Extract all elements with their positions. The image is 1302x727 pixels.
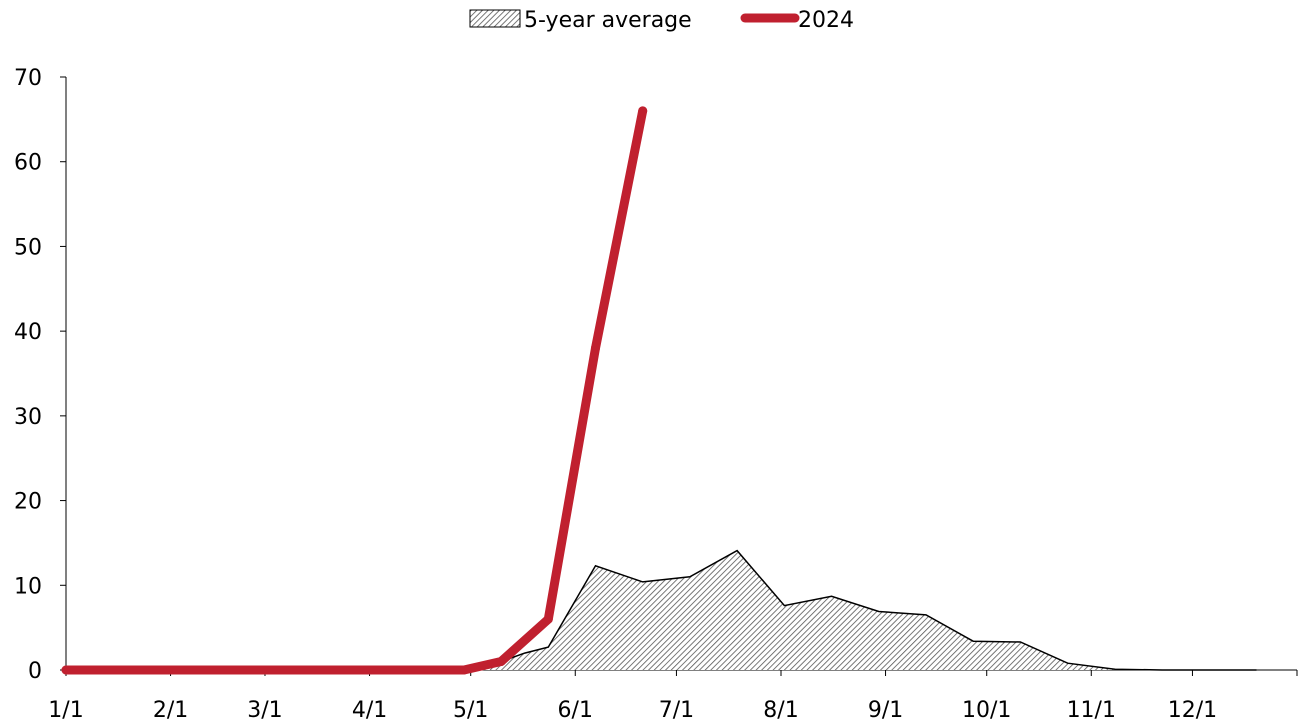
data-point-5-year-average — [1256, 669, 1258, 671]
data-point-2024 — [638, 106, 648, 116]
x-tick-label: 3/1 — [247, 698, 282, 723]
data-point-2024 — [543, 614, 553, 624]
x-tick-label: 6/1 — [558, 698, 593, 723]
data-point-5-year-average — [689, 576, 691, 578]
data-point-5-year-average — [524, 652, 526, 654]
legend-swatch-5-year-average — [469, 9, 521, 28]
series-area-5-year-average — [66, 550, 1257, 670]
x-tick-label: 9/1 — [868, 698, 903, 723]
data-point-5-year-average — [925, 614, 927, 616]
data-point-5-year-average — [1067, 662, 1069, 664]
data-point-2024 — [590, 343, 600, 353]
data-point-5-year-average — [1114, 668, 1116, 670]
data-point-2024 — [459, 665, 469, 675]
x-tick-label: 4/1 — [352, 698, 387, 723]
y-tick-label: 70 — [14, 66, 42, 91]
legend-label-2024: 2024 — [798, 8, 854, 33]
y-tick-label: 50 — [14, 235, 42, 260]
y-tick-label: 10 — [14, 574, 42, 599]
data-point-2024 — [61, 665, 71, 675]
y-tick-label: 30 — [14, 405, 42, 430]
data-point-5-year-average — [878, 611, 880, 613]
legend: 5-year average 2024 — [469, 8, 854, 33]
axes: 0 10 20 30 40 50 60 70 1/1 2/1 3/1 4/1 5/1 6/1 7/1 8/1 9… — [14, 66, 1298, 723]
x-tick-label: 7/1 — [659, 698, 694, 723]
data-point-5-year-average — [1161, 669, 1163, 671]
data-point-5-year-average — [547, 646, 549, 648]
x-tick-label: 5/1 — [453, 698, 488, 723]
data-point-5-year-average — [831, 595, 833, 597]
series-line-2024 — [61, 106, 648, 675]
plot-area — [61, 106, 1258, 675]
data-point-5-year-average — [972, 640, 974, 642]
x-tick-label: 12/1 — [1168, 698, 1217, 723]
x-tick-label: 1/1 — [48, 698, 83, 723]
x-tick-label: 10/1 — [962, 698, 1011, 723]
data-point-5-year-average — [594, 565, 596, 567]
x-tick-label: 8/1 — [763, 698, 798, 723]
data-point-5-year-average — [642, 581, 644, 583]
x-tick-label: 11/1 — [1067, 698, 1116, 723]
y-tick-label: 0 — [28, 659, 42, 684]
data-point-5-year-average — [736, 550, 738, 552]
data-point-5-year-average — [1019, 641, 1021, 643]
data-point-2024 — [496, 657, 506, 667]
data-point-5-year-average — [783, 605, 785, 607]
y-tick-label: 20 — [14, 490, 42, 515]
legend-label-5-year-average: 5-year average — [524, 8, 692, 33]
x-tick-label: 2/1 — [153, 698, 188, 723]
y-tick-label: 40 — [14, 320, 42, 345]
y-tick-label: 60 — [14, 151, 42, 176]
